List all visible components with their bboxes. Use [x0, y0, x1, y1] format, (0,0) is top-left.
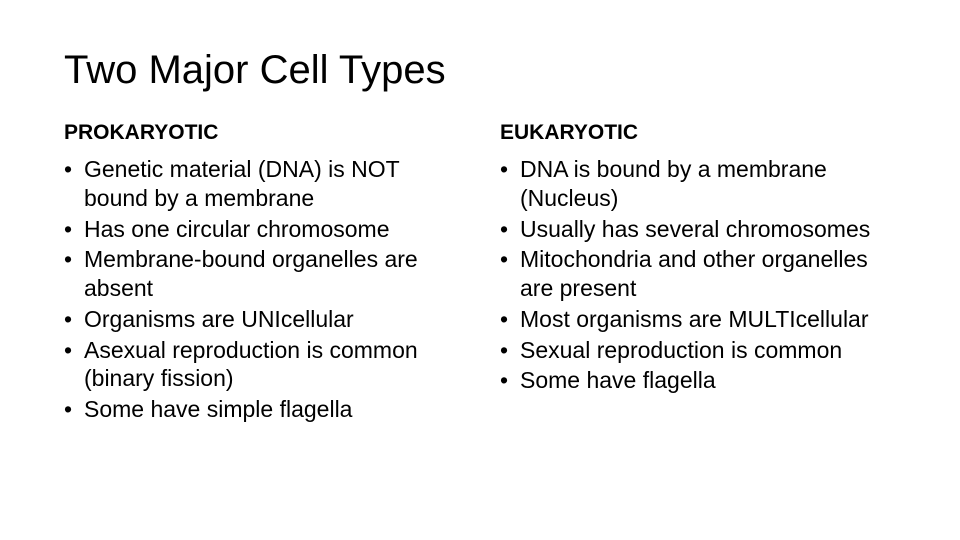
left-heading: PROKARYOTIC: [64, 121, 460, 145]
list-item: Membrane-bound organelles are absent: [64, 245, 460, 303]
list-item: DNA is bound by a membrane (Nucleus): [500, 155, 896, 213]
page-title: Two Major Cell Types: [64, 48, 896, 93]
list-item: Sexual reproduction is common: [500, 336, 896, 365]
slide: Two Major Cell Types PROKARYOTIC Genetic…: [0, 0, 960, 540]
list-item: Genetic material (DNA) is NOT bound by a…: [64, 155, 460, 213]
right-column: EUKARYOTIC DNA is bound by a membrane (N…: [500, 121, 896, 426]
list-item: Most organisms are MULTIcellular: [500, 305, 896, 334]
list-item: Has one circular chromosome: [64, 215, 460, 244]
list-item: Mitochondria and other organelles are pr…: [500, 245, 896, 303]
columns: PROKARYOTIC Genetic material (DNA) is NO…: [64, 121, 896, 426]
right-list: DNA is bound by a membrane (Nucleus) Usu…: [500, 155, 896, 395]
left-column: PROKARYOTIC Genetic material (DNA) is NO…: [64, 121, 460, 426]
list-item: Usually has several chromosomes: [500, 215, 896, 244]
list-item: Some have flagella: [500, 366, 896, 395]
list-item: Organisms are UNIcellular: [64, 305, 460, 334]
right-heading: EUKARYOTIC: [500, 121, 896, 145]
list-item: Some have simple flagella: [64, 395, 460, 424]
left-list: Genetic material (DNA) is NOT bound by a…: [64, 155, 460, 424]
list-item: Asexual reproduction is common (binary f…: [64, 336, 460, 394]
